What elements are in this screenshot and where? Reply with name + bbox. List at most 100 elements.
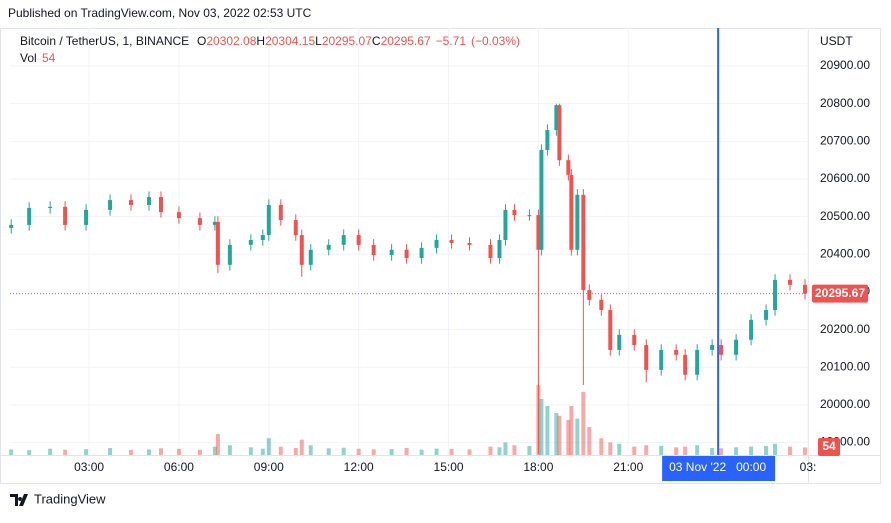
y-tick-label: 20200.00 (820, 322, 870, 336)
candle-body (278, 204, 283, 221)
ohlc-c-label: C (372, 34, 381, 48)
volume-bar (278, 446, 283, 455)
candle-body (554, 105, 559, 131)
candle-body (488, 244, 493, 259)
candle-body (227, 244, 232, 265)
x-tick-label: 21:00 (613, 460, 643, 474)
candle-body (371, 244, 376, 256)
volume-bar (587, 427, 592, 455)
candle-body (146, 197, 151, 205)
candle-body (749, 319, 754, 340)
candle-body (503, 209, 508, 240)
ohlc-l-label: L (315, 34, 322, 48)
volume-bar (197, 449, 202, 455)
chart-frame (0, 28, 881, 484)
footer-brand: TradingView (34, 491, 106, 506)
volume-bar (212, 446, 217, 455)
last-price-box (812, 284, 868, 303)
candle-body (293, 220, 298, 236)
volume-value: 54 (42, 51, 56, 65)
volume-bar (299, 439, 304, 455)
volume-bar (554, 413, 559, 455)
candle-body (197, 218, 202, 225)
candle-body (129, 200, 134, 205)
x-tick-label: 03: (800, 460, 817, 474)
x-tick-label: 18:00 (523, 460, 553, 474)
volume-bar (260, 448, 265, 455)
volume-bar (734, 447, 739, 455)
volume-bar (617, 443, 622, 455)
volume-bar (557, 415, 562, 455)
candle-body (545, 130, 550, 150)
volume-bar (719, 448, 724, 455)
volume-bar (503, 442, 508, 455)
volume-bar (404, 448, 409, 455)
candle-body (734, 339, 739, 355)
volume-bar (575, 418, 580, 455)
candle-body (575, 194, 580, 250)
volume-bar (710, 448, 715, 455)
candle-body (569, 174, 574, 250)
y-tick-label: 20600.00 (820, 171, 870, 185)
candle-body (773, 279, 778, 311)
volume-bar (773, 443, 778, 455)
volume-bar (659, 445, 664, 455)
candle-body (557, 105, 562, 161)
candle-body (48, 206, 53, 208)
volume-bar (569, 406, 574, 455)
candle-body (434, 239, 439, 248)
candle-body (176, 212, 181, 219)
currency: USDT (820, 34, 853, 48)
volume-bar (227, 445, 232, 455)
volume-bar (266, 438, 271, 455)
candle-body (608, 310, 613, 350)
volume-bar (545, 406, 550, 455)
volume-bar (308, 445, 313, 455)
y-tick-label: 20800.00 (820, 96, 870, 110)
volume-bar (527, 445, 532, 455)
candle-body (764, 310, 769, 320)
volume-bar (63, 449, 68, 455)
volume-bar (146, 449, 151, 455)
candle-body (719, 345, 724, 355)
logo (10, 494, 28, 506)
candle-body (341, 235, 346, 245)
volume-bar (356, 448, 361, 455)
candle-body (248, 239, 253, 245)
ohlc-h-label: H (256, 34, 265, 48)
candle-body (695, 349, 700, 375)
candle-body (356, 235, 361, 245)
x-tick-label: 06:00 (164, 460, 194, 474)
crosshair-box (662, 456, 776, 481)
candle-body (497, 239, 502, 259)
volume-bar (48, 448, 53, 455)
volume-bar (215, 434, 220, 455)
ohlc-legend: O20302.08H20304.15L20295.07C20295.67 −5.7… (197, 34, 520, 48)
volume-box (818, 438, 840, 456)
volume-bar (512, 445, 517, 455)
ohlc-c: 20295.67 (381, 34, 431, 48)
y-tick-label: 20700.00 (820, 134, 870, 148)
candle-body (710, 345, 715, 350)
volume-bar (599, 438, 604, 455)
volume-label: Vol (20, 51, 37, 65)
volume-bar (488, 446, 493, 455)
x-tick-label: 15:00 (434, 460, 464, 474)
crosshair-date: 03 Nov '22 (669, 460, 726, 474)
y-tick-label: 20400.00 (820, 246, 870, 260)
volume-bar (129, 449, 134, 455)
candle-body (512, 209, 517, 216)
candle-body (158, 197, 163, 213)
volume-bar (467, 449, 472, 455)
candle-body (644, 345, 649, 370)
x-tick-label: 03:00 (74, 460, 104, 474)
volume-bar (566, 420, 571, 455)
volume-bar (497, 447, 502, 455)
volume-bar (764, 445, 769, 455)
candle-body (632, 334, 637, 346)
volume-bar (644, 445, 649, 455)
candle-body (449, 239, 454, 244)
y-tick-label: 20000.00 (820, 397, 870, 411)
y-tick-label: 20900.00 (820, 58, 870, 72)
